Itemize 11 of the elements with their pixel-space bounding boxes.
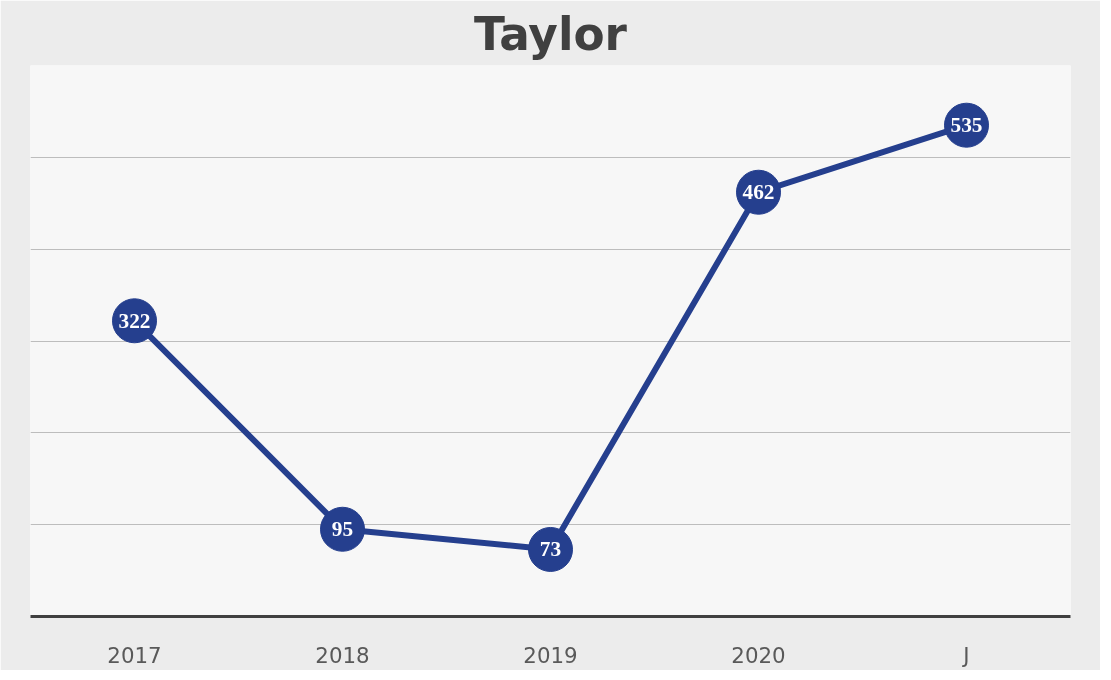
data-label: 322 [118, 308, 151, 333]
x-tick-label: J [961, 642, 970, 668]
data-label: 95 [331, 517, 354, 542]
x-tick-label: 2018 [315, 642, 370, 668]
x-tick-label: 2020 [731, 642, 786, 668]
data-label: 462 [742, 180, 775, 205]
data-label: 73 [539, 537, 562, 562]
x-tick-label: 2017 [107, 642, 162, 668]
data-label: 535 [950, 113, 983, 138]
x-tick-label: 2019 [523, 642, 578, 668]
chart-title: Taylor [474, 7, 628, 61]
